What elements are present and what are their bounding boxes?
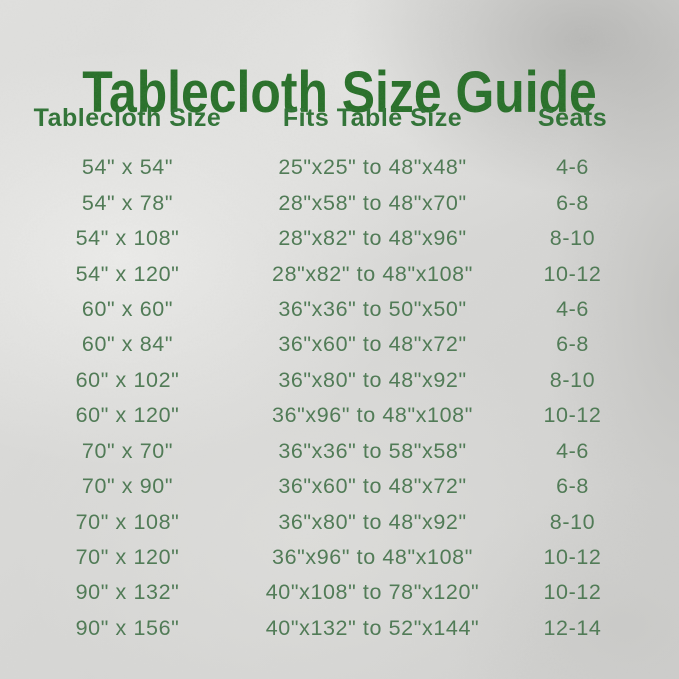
tablecloth-size-cell: 70" x 90" xyxy=(81,474,174,499)
table-row: 60" x 120" 36"x96" to 48"x108" 10-12 xyxy=(0,398,655,433)
column-header-seats: Seats xyxy=(537,104,608,132)
fits-table-size-cell: 36"x36" to 50"x50" xyxy=(278,296,467,321)
seats-cell: 6-8 xyxy=(556,332,589,357)
table-row: 54" x 108" 28"x82" to 48"x96" 8-10 xyxy=(0,221,655,256)
seats-cell: 6-8 xyxy=(556,474,589,499)
fits-table-size-cell: 28"x82" to 48"x108" xyxy=(272,261,473,286)
table-row: 54" x 120" 28"x82" to 48"x108" 10-12 xyxy=(0,256,655,291)
size-table-body: 54" x 54" 25"x25" to 48"x48" 4-6 54" x 78" 2… xyxy=(0,150,655,646)
fits-table-size-cell: 36"x60" to 48"x72" xyxy=(278,474,467,499)
fits-table-size-cell: 36"x96" to 48"x108" xyxy=(272,545,473,570)
seats-cell: 10-12 xyxy=(543,580,602,605)
fits-table-size-cell: 36"x36" to 58"x58" xyxy=(278,438,467,463)
table-row: 54" x 78" 28"x58" to 48"x70" 6-8 xyxy=(0,185,655,220)
table-row: 70" x 108" 36"x80" to 48"x92" 8-10 xyxy=(0,504,655,539)
seats-cell: 4-6 xyxy=(556,438,589,463)
fits-table-size-cell: 28"x58" to 48"x70" xyxy=(278,190,467,215)
table-row: 70" x 70" 36"x36" to 58"x58" 4-6 xyxy=(0,434,655,469)
tablecloth-size-cell: 70" x 120" xyxy=(75,545,180,570)
column-header-fits-table-size: Fits Table Size xyxy=(282,104,463,132)
seats-cell: 4-6 xyxy=(556,155,589,180)
tablecloth-size-cell: 90" x 156" xyxy=(75,615,180,640)
fits-table-size-cell: 36"x80" to 48"x92" xyxy=(278,367,467,392)
column-header-tablecloth-size: Tablecloth Size xyxy=(33,104,222,132)
seats-cell: 8-10 xyxy=(549,509,596,534)
table-row: 54" x 54" 25"x25" to 48"x48" 4-6 xyxy=(0,150,655,185)
table-header-row: Tablecloth Size Fits Table Size Seats xyxy=(0,104,655,133)
seats-cell: 6-8 xyxy=(556,190,589,215)
table-row: 60" x 84" 36"x60" to 48"x72" 6-8 xyxy=(0,327,655,362)
fits-table-size-cell: 28"x82" to 48"x96" xyxy=(278,226,467,251)
tablecloth-size-cell: 54" x 54" xyxy=(81,155,174,180)
table-row: 70" x 120" 36"x96" to 48"x108" 10-12 xyxy=(0,540,655,575)
seats-cell: 4-6 xyxy=(556,296,589,321)
fits-table-size-cell: 25"x25" to 48"x48" xyxy=(278,155,467,180)
tablecloth-size-cell: 90" x 132" xyxy=(75,580,180,605)
table-row: 60" x 102" 36"x80" to 48"x92" 8-10 xyxy=(0,363,655,398)
seats-cell: 8-10 xyxy=(549,226,596,251)
fits-table-size-cell: 36"x96" to 48"x108" xyxy=(272,403,473,428)
tablecloth-size-cell: 70" x 108" xyxy=(75,509,180,534)
table-row: 70" x 90" 36"x60" to 48"x72" 6-8 xyxy=(0,469,655,504)
fits-table-size-cell: 40"x132" to 52"x144" xyxy=(265,615,480,640)
fits-table-size-cell: 40"x108" to 78"x120" xyxy=(265,580,480,605)
tablecloth-size-cell: 54" x 108" xyxy=(75,226,180,251)
table-row: 90" x 132" 40"x108" to 78"x120" 10-12 xyxy=(0,575,655,610)
tablecloth-size-cell: 54" x 120" xyxy=(75,261,180,286)
seats-cell: 10-12 xyxy=(543,545,602,570)
seats-cell: 10-12 xyxy=(543,261,602,286)
fits-table-size-cell: 36"x80" to 48"x92" xyxy=(278,509,467,534)
table-row: 90" x 156" 40"x132" to 52"x144" 12-14 xyxy=(0,611,655,646)
tablecloth-size-cell: 60" x 120" xyxy=(75,403,180,428)
seats-cell: 12-14 xyxy=(543,615,602,640)
tablecloth-size-cell: 60" x 102" xyxy=(75,367,180,392)
tablecloth-size-cell: 70" x 70" xyxy=(81,438,174,463)
tablecloth-size-cell: 54" x 78" xyxy=(81,190,174,215)
seats-cell: 10-12 xyxy=(543,403,602,428)
tablecloth-size-cell: 60" x 60" xyxy=(81,296,174,321)
fits-table-size-cell: 36"x60" to 48"x72" xyxy=(278,332,467,357)
tablecloth-size-cell: 60" x 84" xyxy=(81,332,174,357)
table-row: 60" x 60" 36"x36" to 50"x50" 4-6 xyxy=(0,292,655,327)
seats-cell: 8-10 xyxy=(549,367,596,392)
